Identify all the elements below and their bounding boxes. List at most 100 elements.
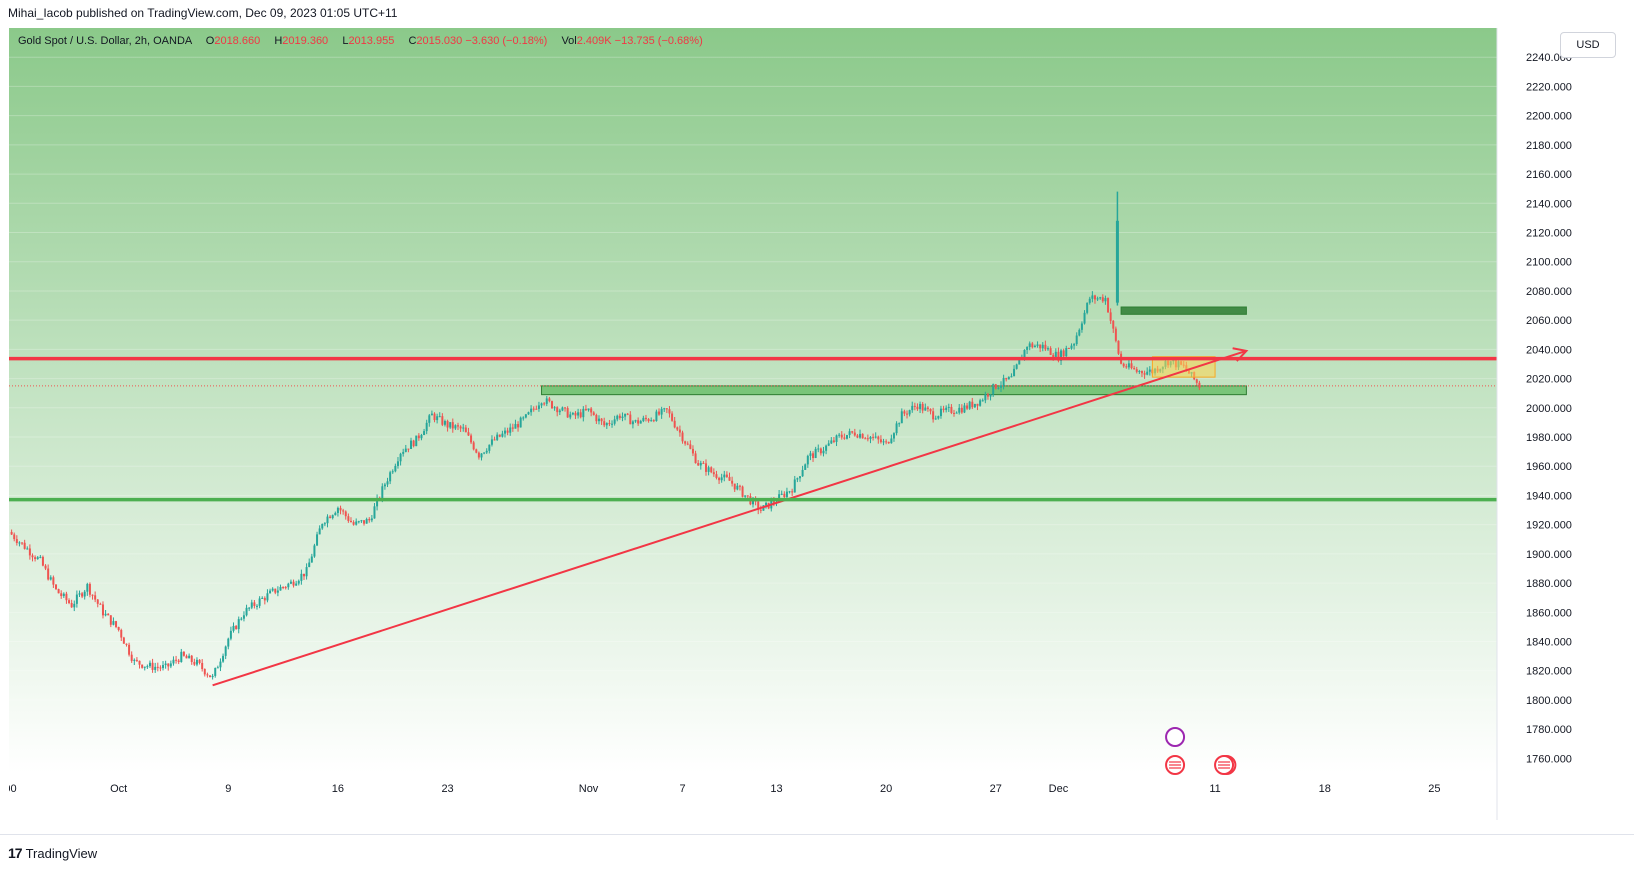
candle-body	[266, 593, 269, 601]
candle-body	[130, 654, 133, 661]
candle-body	[214, 667, 217, 676]
candle-body	[650, 420, 653, 422]
candle-body	[579, 412, 582, 418]
candle-body	[323, 523, 326, 525]
candle-body	[70, 603, 73, 608]
candle-body	[571, 412, 574, 415]
candle-body	[415, 435, 418, 447]
candle-body	[723, 474, 726, 478]
candle-body	[18, 542, 21, 544]
candle-body	[856, 435, 859, 438]
candle-body	[360, 520, 363, 522]
currency-button[interactable]: USD	[1560, 32, 1616, 58]
candle-body	[211, 675, 214, 678]
candle-body	[1101, 297, 1104, 302]
candle-body	[616, 415, 619, 420]
candle-body	[68, 600, 71, 604]
candle-body	[955, 412, 958, 414]
candle-body	[488, 444, 491, 451]
candle-body	[334, 512, 337, 516]
event-icons[interactable]	[1165, 727, 1237, 775]
candle-body	[908, 410, 911, 415]
candle-body	[804, 464, 807, 470]
time-axis-bg	[9, 773, 1497, 820]
us-flag-icon[interactable]	[1165, 755, 1186, 775]
candle-body	[945, 407, 948, 411]
candle-body	[806, 455, 809, 465]
candle-body	[433, 413, 436, 421]
candle-body	[120, 629, 123, 638]
us-flag-icon[interactable]	[1214, 755, 1235, 775]
candle-body	[1041, 344, 1044, 349]
price-axis[interactable]: 1760.000 1780.000 1800.000 1820.000 1840.000…	[9, 28, 1633, 820]
price-chart[interactable]: 2033.6411937.1782015.03001:54:38 1760.00…	[9, 28, 1633, 820]
candle-body	[926, 407, 929, 410]
candle-body	[1127, 363, 1130, 368]
candle-body	[840, 434, 843, 438]
time-tick-label: Oct	[110, 783, 127, 795]
candle-body	[812, 453, 815, 459]
candle-body	[1036, 344, 1039, 346]
candle-body	[1117, 340, 1120, 354]
candle-body	[932, 411, 935, 420]
legend-close-label: C	[408, 35, 417, 47]
price-tick-label: 1900.000	[1526, 549, 1572, 561]
candle-body	[540, 403, 543, 406]
candle-body	[814, 448, 817, 459]
candle-body	[848, 431, 851, 435]
candle-body	[203, 669, 206, 675]
candle-body	[227, 638, 230, 647]
legend-change: −3.630 (−0.18%)	[465, 35, 548, 47]
candle-body	[785, 491, 788, 498]
price-tick-label: 2080.000	[1526, 286, 1572, 298]
candle-body	[527, 412, 530, 415]
candle-body	[624, 413, 627, 417]
candle-body	[206, 674, 209, 676]
candle-body	[47, 568, 50, 580]
candle-body	[921, 403, 924, 411]
time-tick-label: 20	[880, 783, 892, 795]
candle-body	[626, 413, 629, 415]
legend: Gold Spot / U.S. Dollar, 2h, OANDA O2018…	[18, 35, 703, 47]
candle-body	[838, 434, 841, 436]
candle-body	[477, 452, 480, 458]
candle-body	[950, 406, 953, 413]
candle-body	[869, 436, 872, 440]
candle-body	[133, 659, 136, 661]
candle-body	[668, 409, 671, 414]
candle-body	[658, 411, 661, 415]
price-tick-label: 2100.000	[1526, 257, 1572, 269]
candle-body	[245, 607, 248, 616]
candle-body	[545, 398, 548, 404]
legend-high-label: H	[274, 35, 283, 47]
candle-body	[939, 408, 942, 417]
candle-body	[135, 659, 138, 661]
candle-body	[613, 419, 616, 424]
candle-body	[1091, 295, 1094, 299]
candle-body	[1096, 298, 1099, 300]
candle-body	[822, 450, 825, 454]
candle-body	[143, 666, 146, 668]
candle-body	[517, 424, 520, 428]
candle-body	[678, 429, 681, 433]
candle-body	[394, 465, 397, 472]
candle-body	[514, 424, 517, 429]
candle-body	[809, 453, 812, 456]
candle-body	[1046, 348, 1049, 350]
lightning-icon[interactable]	[1165, 727, 1186, 747]
candle-body	[1031, 343, 1034, 348]
candle-body	[660, 408, 663, 415]
candle-body	[629, 414, 632, 425]
time-tick-label: 27	[990, 783, 1002, 795]
time-tick-label: :00	[9, 783, 17, 795]
highlight-box	[1151, 356, 1216, 378]
candle-body	[302, 573, 305, 577]
candle-body	[190, 655, 193, 662]
time-axis[interactable]: :00 Oct 9 16 23 Nov 7 13 20 27 Dec 11 18 25	[9, 783, 1440, 795]
candle-body	[1112, 320, 1115, 329]
candle-body	[718, 477, 721, 481]
candle-body	[715, 474, 718, 478]
candle-body	[689, 444, 692, 449]
candle-body	[966, 405, 969, 409]
price-tick-label: 1800.000	[1526, 695, 1572, 707]
